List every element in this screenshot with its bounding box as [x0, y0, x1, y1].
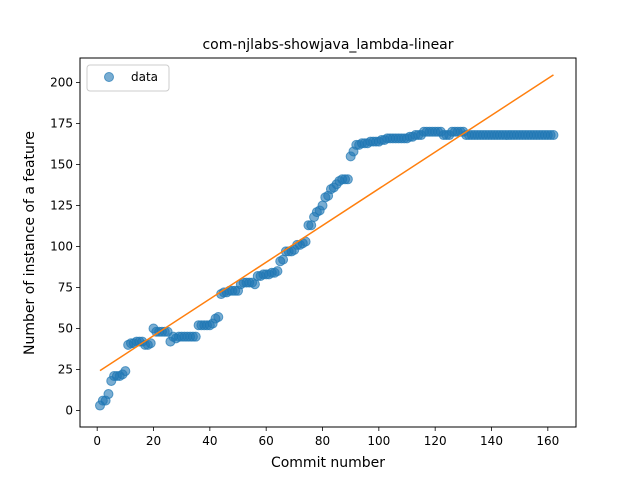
legend-marker [104, 72, 114, 82]
data-point [249, 279, 260, 290]
x-tick-label: 0 [93, 434, 101, 448]
x-tick-label: 100 [367, 434, 390, 448]
x-tick-label: 80 [315, 434, 330, 448]
legend: data [86, 64, 170, 92]
data-point [103, 389, 114, 400]
data-point [190, 331, 201, 342]
y-tick-label: 200 [50, 76, 73, 90]
data-point [306, 220, 317, 231]
x-tick-label: 120 [424, 434, 447, 448]
x-tick-label: 20 [146, 434, 161, 448]
y-tick-label: 50 [58, 321, 73, 335]
y-axis: 0 25 50 75 100 125 150 175 200 [50, 76, 80, 417]
y-tick-label: 25 [58, 362, 73, 376]
data-point [342, 174, 353, 185]
data-point [272, 266, 283, 277]
data-point [145, 338, 156, 349]
x-tick-label: 160 [536, 434, 559, 448]
fit-line [99, 74, 554, 372]
y-axis-label: Number of instance of a feature [22, 131, 38, 355]
plot-frame [79, 57, 577, 428]
x-axis-label: Commit number [271, 455, 385, 471]
chart-title: com-njlabs-showjava_lambda-linear [202, 37, 453, 53]
data-point [120, 366, 131, 377]
y-tick-label: 175 [50, 117, 73, 131]
x-tick-label: 140 [480, 434, 503, 448]
data-point [317, 200, 328, 211]
plot-area [95, 74, 559, 411]
y-tick-label: 75 [58, 280, 73, 294]
x-tick-label: 60 [259, 434, 274, 448]
data-point [548, 130, 559, 141]
legend-box [86, 64, 170, 92]
x-tick-label: 40 [202, 434, 217, 448]
legend-label-data: data [131, 70, 158, 84]
data-point [213, 312, 224, 322]
y-tick-label: 100 [50, 240, 73, 254]
data-point [278, 254, 289, 265]
y-tick-label: 0 [65, 403, 73, 417]
y-tick-label: 150 [50, 158, 73, 172]
x-axis: 0 20 40 60 80 100 120 140 160 [93, 427, 559, 448]
y-tick-label: 125 [50, 199, 73, 213]
